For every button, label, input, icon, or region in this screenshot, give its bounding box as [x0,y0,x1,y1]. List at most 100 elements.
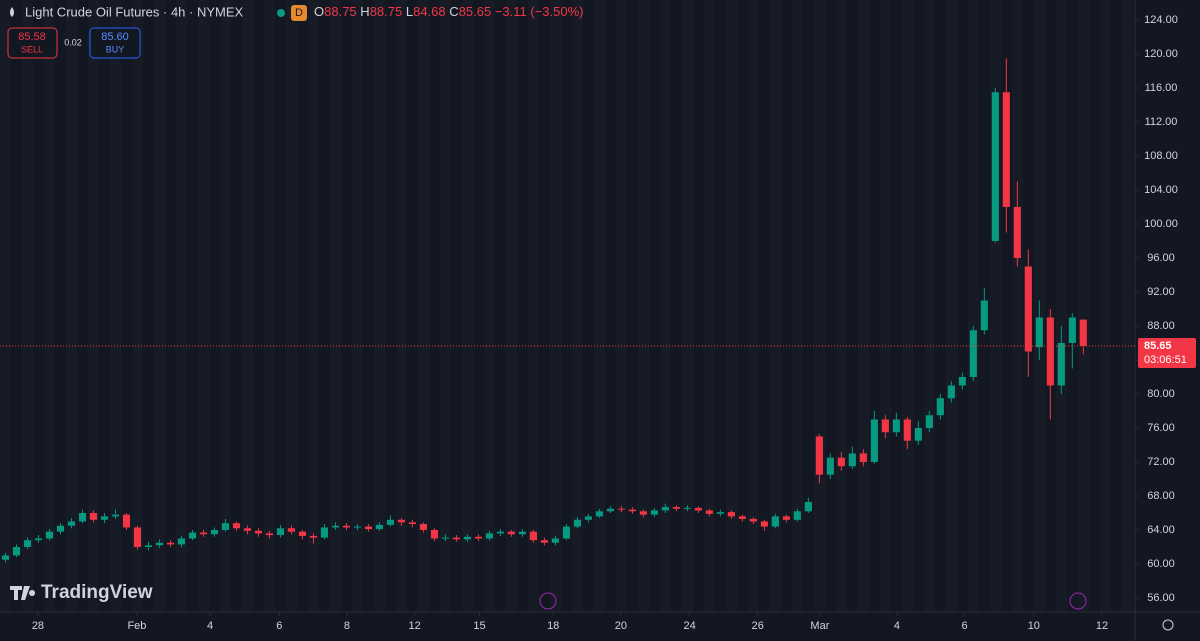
session-band [792,0,803,612]
candle-body [507,531,515,535]
candle-body [760,521,768,527]
session-band [374,0,385,612]
x-tick-label: 8 [344,620,350,632]
x-tick-label: 6 [276,620,282,632]
candle-body [881,419,889,433]
candle-body [419,524,427,530]
candle-body [969,330,977,377]
candle-body [551,538,559,543]
session-band [242,0,253,612]
candle-body [1046,317,1054,386]
countdown: 03:06:51 [1144,354,1187,366]
candle-body [320,527,329,538]
candle-body [628,509,636,512]
candle-body [408,522,417,525]
candle-body [342,525,351,528]
candle-body [639,511,647,515]
candle-body [540,540,548,543]
session-band [968,0,979,612]
candle-body [111,514,120,517]
x-tick-label: 4 [894,620,900,632]
candle-body [573,519,581,527]
candle-body [870,419,878,462]
session-band [946,0,957,612]
x-tick-label: 6 [961,620,967,632]
candle-body [1,555,10,560]
buy-label: BUY [106,44,125,54]
session-band [154,0,165,612]
y-tick-label: 76.00 [1147,422,1175,434]
status-dot [277,9,285,17]
y-tick-label: 116.00 [1145,82,1178,94]
event-icon[interactable] [1069,592,1087,610]
candle-body [309,535,318,538]
candle-body [199,532,208,535]
ohlc-value: 85.65 [459,4,492,19]
session-band [44,0,55,612]
y-tick-label: 60.00 [1147,558,1175,570]
candle-body [100,516,109,520]
candle-body [1057,342,1065,386]
candle-body [562,526,570,539]
session-band [858,0,869,612]
candle-body [89,512,98,520]
session-band [550,0,561,612]
y-tick-label: 56.00 [1147,592,1175,604]
session-band [528,0,539,612]
candle-body [221,523,230,530]
session-band [1100,0,1111,612]
session-band [110,0,121,612]
session-band [1078,0,1089,612]
event-icon[interactable] [539,592,557,610]
x-tick-label: 15 [473,620,485,632]
candle-body [23,540,32,547]
x-tick-label: Mar [810,620,829,632]
candle-body [1024,266,1032,352]
candle-body [859,453,867,462]
y-tick-label: 96.00 [1147,252,1175,264]
session-band [990,0,1001,612]
session-band [330,0,341,612]
sell-button[interactable] [7,27,58,59]
candle-body [661,507,669,511]
candle-body [716,512,724,514]
ohlc-label: L [406,4,413,19]
candle-body [265,533,274,536]
candle-body [12,546,21,556]
settings-icon[interactable] [1162,619,1174,631]
candle-body [122,514,131,528]
candle-body [353,526,362,528]
symbol-icon [10,7,14,17]
session-band [132,0,143,612]
candle-body [67,521,76,526]
candle-body [705,510,713,514]
candle-body [375,524,384,530]
session-band [22,0,33,612]
session-band [484,0,495,612]
ohlc-label: O [314,4,324,19]
session-band [770,0,781,612]
session-band [264,0,275,612]
session-band [836,0,847,612]
y-tick-label: 104.00 [1144,184,1178,196]
candle-body [177,538,186,545]
session-band [880,0,891,612]
candle-body [749,518,757,522]
sell-price: 85.58 [18,31,46,43]
candle-body [485,533,493,539]
session-band [814,0,825,612]
session-band [704,0,715,612]
candle-body [254,530,263,534]
candle-body [441,537,449,539]
candle-body [771,516,779,527]
x-tick-label: 12 [1096,620,1108,632]
candle-body [397,519,406,523]
ohlc-value: 88.75 [324,4,357,19]
candle-body [364,526,373,530]
candle-body [1079,319,1087,346]
x-tick-label: 20 [615,620,627,632]
buy-button[interactable] [89,27,141,59]
badge-text: D [295,7,303,19]
session-band [66,0,77,612]
candle-body [848,453,856,467]
